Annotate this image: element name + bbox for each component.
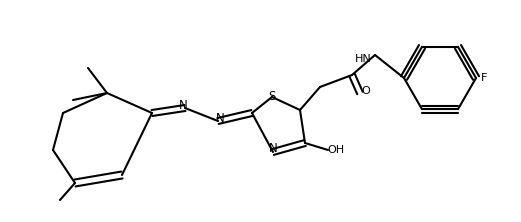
Text: HN: HN [355, 54, 372, 64]
Text: OH: OH [327, 145, 344, 155]
Text: N: N [179, 99, 188, 113]
Text: N: N [216, 113, 225, 125]
Text: N: N [269, 141, 277, 155]
Text: F: F [481, 73, 487, 83]
Text: O: O [362, 86, 370, 96]
Text: S: S [268, 91, 276, 103]
